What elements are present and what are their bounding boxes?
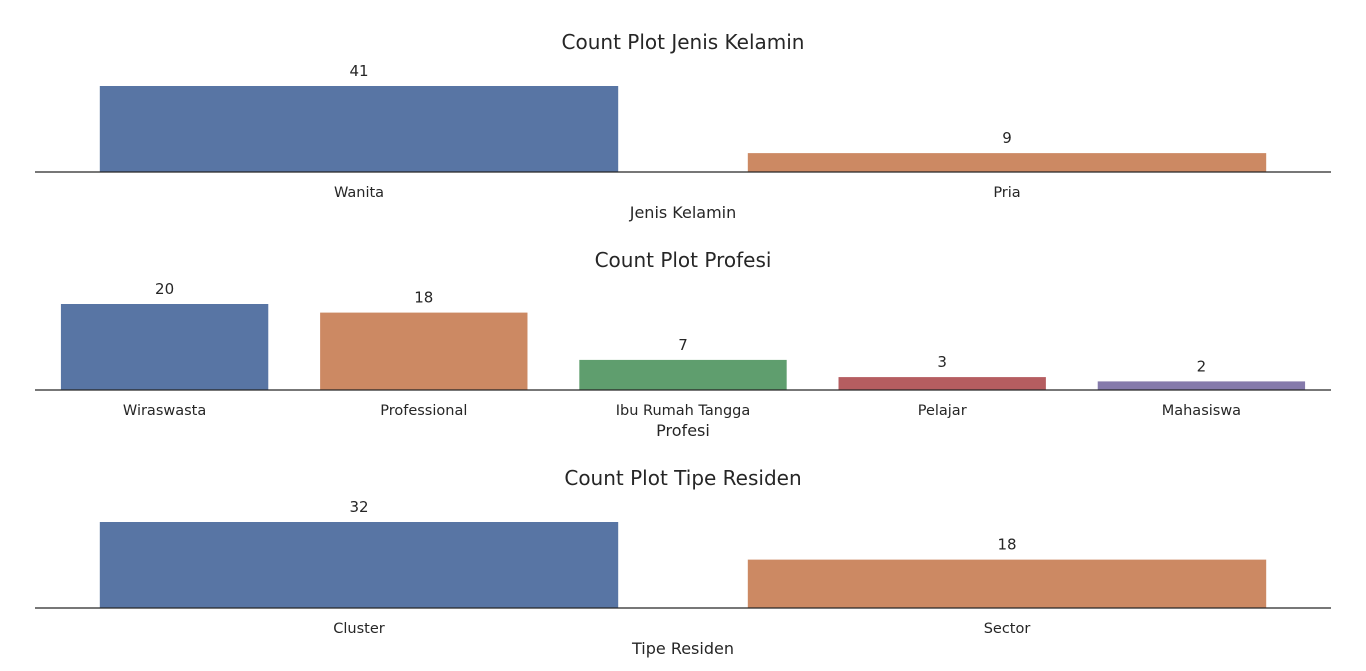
value-label-mahasiswa: 2 bbox=[1197, 357, 1207, 375]
chart-title: Count Plot Tipe Residen bbox=[564, 466, 801, 490]
bar-professional bbox=[320, 312, 528, 390]
chart-panel-1: Count Plot Jenis Kelamin 41 Wanita 9 Pria Jen… bbox=[35, 30, 1331, 222]
tick-label-professional: Professional bbox=[380, 403, 467, 419]
tick-label-pria: Pria bbox=[993, 185, 1020, 201]
tick-label-sector: Sector bbox=[984, 621, 1031, 637]
x-axis-label: Profesi bbox=[656, 421, 710, 440]
value-label-professional: 18 bbox=[414, 289, 433, 307]
bar-wiraswasta bbox=[60, 304, 269, 390]
chart-panel-2: Count Plot Profesi 20 Wiraswasta 18 Professi… bbox=[35, 248, 1331, 440]
bar-mahasiswa bbox=[1097, 381, 1306, 390]
value-label-ibu-rumah-tangga: 7 bbox=[678, 336, 688, 354]
chart-title: Count Plot Jenis Kelamin bbox=[562, 30, 805, 54]
tick-label-cluster: Cluster bbox=[333, 621, 385, 637]
value-label-cluster: 32 bbox=[349, 498, 368, 516]
chart-panel-3: Count Plot Tipe Residen 32 Cluster 18 Sector… bbox=[35, 466, 1331, 658]
bar-pria bbox=[747, 153, 1267, 172]
value-label-wiraswasta: 20 bbox=[155, 280, 174, 298]
value-label-pria: 9 bbox=[1002, 129, 1012, 147]
bar-wanita bbox=[99, 86, 619, 172]
x-axis-label: Tipe Residen bbox=[631, 639, 734, 658]
tick-label-wanita: Wanita bbox=[334, 185, 384, 201]
value-label-pelajar: 3 bbox=[937, 353, 947, 371]
tick-label-ibu-rumah-tangga: Ibu Rumah Tangga bbox=[616, 403, 751, 419]
bar-pelajar bbox=[838, 377, 1046, 390]
bar-ibu-rumah-tangga bbox=[579, 359, 787, 390]
tick-label-mahasiswa: Mahasiswa bbox=[1162, 403, 1241, 419]
x-axis-label: Jenis Kelamin bbox=[629, 203, 737, 222]
value-label-wanita: 41 bbox=[349, 62, 368, 80]
bar-cluster bbox=[99, 522, 619, 608]
tick-label-pelajar: Pelajar bbox=[918, 403, 967, 419]
bar-sector bbox=[747, 559, 1267, 608]
tick-label-wiraswasta: Wiraswasta bbox=[123, 403, 206, 419]
value-label-sector: 18 bbox=[997, 536, 1016, 554]
chart-title: Count Plot Profesi bbox=[595, 248, 772, 272]
